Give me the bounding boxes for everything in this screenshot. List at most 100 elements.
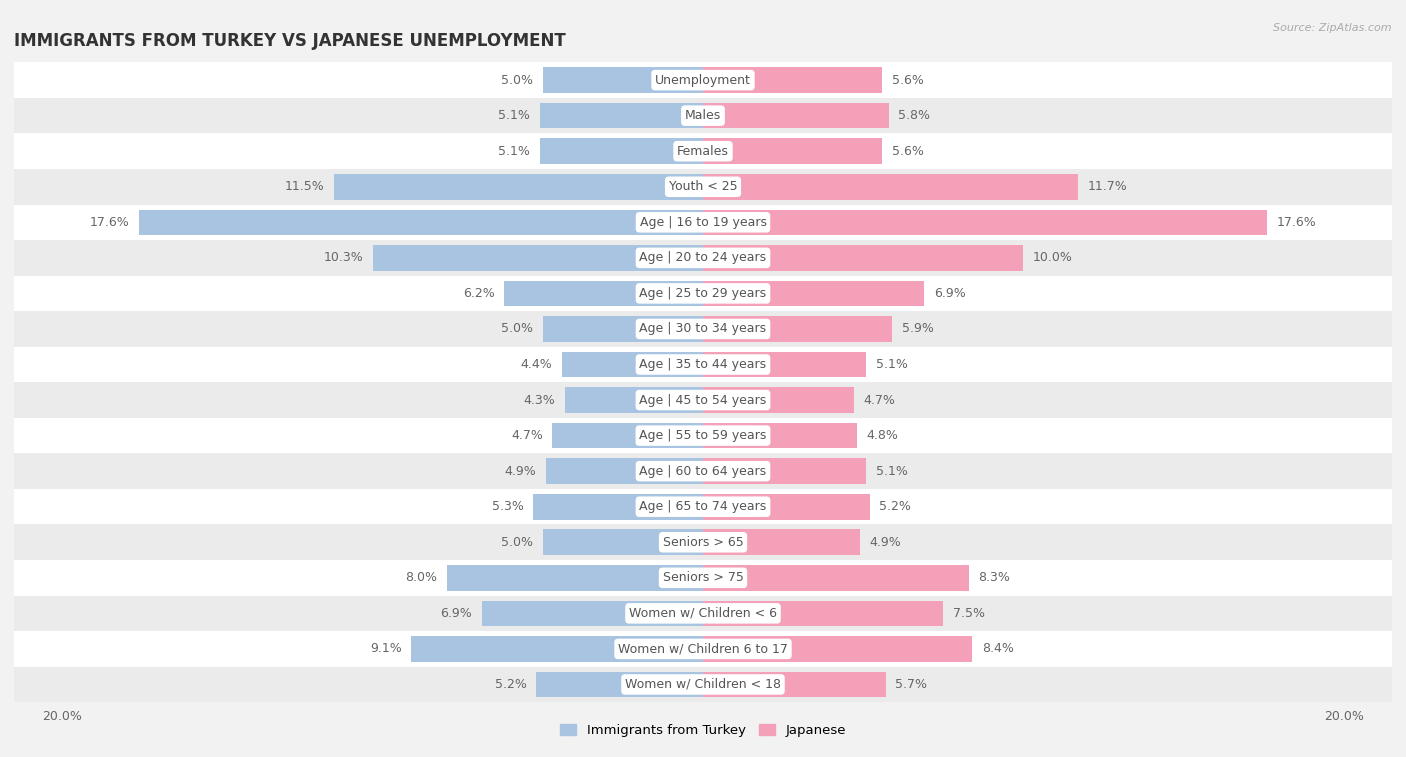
Bar	[540, 139, 703, 164]
Text: 5.8%: 5.8%	[898, 109, 931, 122]
Bar	[703, 210, 1267, 235]
Text: 5.2%: 5.2%	[495, 678, 527, 691]
Text: 4.9%: 4.9%	[870, 536, 901, 549]
Bar	[703, 352, 866, 377]
Text: 5.6%: 5.6%	[891, 73, 924, 86]
Bar	[703, 529, 860, 555]
Text: 8.0%: 8.0%	[405, 572, 437, 584]
Text: 5.1%: 5.1%	[876, 358, 908, 371]
Legend: Immigrants from Turkey, Japanese: Immigrants from Turkey, Japanese	[555, 719, 851, 743]
Text: Males: Males	[685, 109, 721, 122]
Bar	[0, 347, 1406, 382]
Bar	[482, 600, 703, 626]
Text: 5.1%: 5.1%	[498, 109, 530, 122]
Text: Women w/ Children < 18: Women w/ Children < 18	[626, 678, 780, 691]
Bar	[703, 139, 883, 164]
Text: Age | 20 to 24 years: Age | 20 to 24 years	[640, 251, 766, 264]
Bar	[703, 565, 969, 590]
Text: 5.7%: 5.7%	[896, 678, 928, 691]
Text: 5.1%: 5.1%	[876, 465, 908, 478]
Bar	[703, 103, 889, 129]
Bar	[543, 529, 703, 555]
Bar	[447, 565, 703, 590]
Text: Seniors > 65: Seniors > 65	[662, 536, 744, 549]
Bar	[0, 240, 1406, 276]
Bar	[703, 67, 883, 93]
Text: 4.9%: 4.9%	[505, 465, 536, 478]
Text: 4.7%: 4.7%	[863, 394, 896, 407]
Bar	[373, 245, 703, 271]
Bar	[703, 671, 886, 697]
Text: 5.0%: 5.0%	[501, 73, 533, 86]
Bar	[0, 311, 1406, 347]
Bar	[703, 458, 866, 484]
Bar	[565, 388, 703, 413]
Text: Age | 60 to 64 years: Age | 60 to 64 years	[640, 465, 766, 478]
Text: 5.6%: 5.6%	[891, 145, 924, 157]
Text: 6.9%: 6.9%	[440, 607, 472, 620]
Text: 4.4%: 4.4%	[520, 358, 553, 371]
Text: 5.0%: 5.0%	[501, 322, 533, 335]
Text: 8.3%: 8.3%	[979, 572, 1011, 584]
Bar	[0, 204, 1406, 240]
Text: 5.3%: 5.3%	[492, 500, 523, 513]
Bar	[703, 316, 891, 341]
Text: Source: ZipAtlas.com: Source: ZipAtlas.com	[1274, 23, 1392, 33]
Bar	[536, 671, 703, 697]
Bar	[0, 489, 1406, 525]
Bar	[703, 423, 856, 448]
Text: 9.1%: 9.1%	[370, 643, 402, 656]
Bar	[0, 62, 1406, 98]
Text: Seniors > 75: Seniors > 75	[662, 572, 744, 584]
Bar	[543, 67, 703, 93]
Text: 10.0%: 10.0%	[1033, 251, 1073, 264]
Bar	[0, 453, 1406, 489]
Text: 4.3%: 4.3%	[524, 394, 555, 407]
Bar	[0, 98, 1406, 133]
Bar	[0, 525, 1406, 560]
Text: 10.3%: 10.3%	[323, 251, 363, 264]
Bar	[540, 103, 703, 129]
Text: Women w/ Children < 6: Women w/ Children < 6	[628, 607, 778, 620]
Bar	[0, 418, 1406, 453]
Text: 4.7%: 4.7%	[510, 429, 543, 442]
Bar	[0, 596, 1406, 631]
Bar	[703, 245, 1024, 271]
Bar	[412, 636, 703, 662]
Text: Age | 16 to 19 years: Age | 16 to 19 years	[640, 216, 766, 229]
Text: 17.6%: 17.6%	[1277, 216, 1316, 229]
Text: Age | 30 to 34 years: Age | 30 to 34 years	[640, 322, 766, 335]
Bar	[703, 600, 943, 626]
Bar	[703, 281, 924, 307]
Text: 8.4%: 8.4%	[981, 643, 1014, 656]
Bar	[0, 560, 1406, 596]
Bar	[0, 133, 1406, 169]
Text: Age | 25 to 29 years: Age | 25 to 29 years	[640, 287, 766, 300]
Bar	[562, 352, 703, 377]
Bar	[0, 276, 1406, 311]
Bar	[505, 281, 703, 307]
Bar	[703, 636, 972, 662]
Bar	[0, 631, 1406, 667]
Text: Unemployment: Unemployment	[655, 73, 751, 86]
Bar	[703, 174, 1078, 200]
Text: 11.5%: 11.5%	[285, 180, 325, 193]
Text: Age | 35 to 44 years: Age | 35 to 44 years	[640, 358, 766, 371]
Text: 5.2%: 5.2%	[879, 500, 911, 513]
Bar	[139, 210, 703, 235]
Text: 11.7%: 11.7%	[1087, 180, 1128, 193]
Bar	[543, 316, 703, 341]
Text: Women w/ Children 6 to 17: Women w/ Children 6 to 17	[619, 643, 787, 656]
Text: Females: Females	[678, 145, 728, 157]
Bar	[335, 174, 703, 200]
Text: Age | 55 to 59 years: Age | 55 to 59 years	[640, 429, 766, 442]
Text: 4.8%: 4.8%	[866, 429, 898, 442]
Bar	[0, 169, 1406, 204]
Text: 5.0%: 5.0%	[501, 536, 533, 549]
Bar	[0, 667, 1406, 702]
Text: 5.1%: 5.1%	[498, 145, 530, 157]
Text: 6.2%: 6.2%	[463, 287, 495, 300]
Bar	[546, 458, 703, 484]
Text: Age | 65 to 74 years: Age | 65 to 74 years	[640, 500, 766, 513]
Text: 5.9%: 5.9%	[901, 322, 934, 335]
